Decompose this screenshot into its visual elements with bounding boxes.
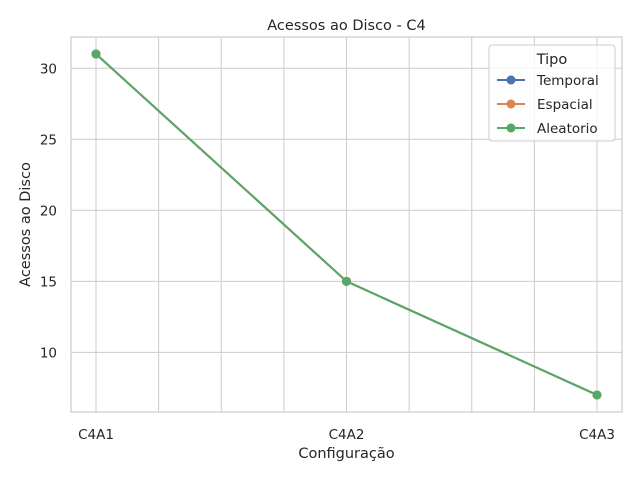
x-tick-label: C4A2 [329, 427, 365, 443]
chart-title: Acessos ao Disco - C4 [267, 18, 425, 34]
y-tick-label: 20 [40, 203, 57, 219]
y-tick-label: 30 [40, 61, 57, 77]
data-point-aleatorio [592, 390, 602, 400]
x-tick-label: C4A3 [579, 427, 615, 443]
legend-label-aleatorio: Aleatorio [537, 121, 598, 137]
legend-label-espacial: Espacial [537, 97, 593, 113]
plot-frame [70, 36, 623, 413]
x-tick-label: C4A1 [78, 427, 114, 443]
y-axis-label: Acessos ao Disco [18, 162, 34, 287]
legend-marker-aleatorio [506, 123, 516, 133]
x-axis-label: Configuração [298, 446, 394, 462]
legend-title: Tipo [536, 52, 568, 68]
y-tick-label: 25 [40, 132, 57, 148]
series-layer [91, 49, 602, 400]
legend: Tipo Temporal Espacial Aleatorio [488, 44, 616, 142]
y-tick-label: 10 [40, 345, 57, 361]
y-tick-label: 15 [40, 274, 57, 290]
grid [71, 37, 622, 412]
y-tick-labels: 10 15 20 25 30 [40, 61, 57, 361]
data-point-aleatorio [91, 49, 101, 59]
legend-marker-espacial [506, 99, 516, 109]
x-tick-labels: C4A1 C4A2 C4A3 [78, 427, 615, 443]
legend-entries: Temporal Espacial Aleatorio [497, 73, 599, 137]
legend-label-temporal: Temporal [536, 73, 599, 89]
legend-box [488, 44, 616, 142]
data-point-aleatorio [342, 276, 351, 286]
legend-marker-temporal [506, 75, 516, 85]
